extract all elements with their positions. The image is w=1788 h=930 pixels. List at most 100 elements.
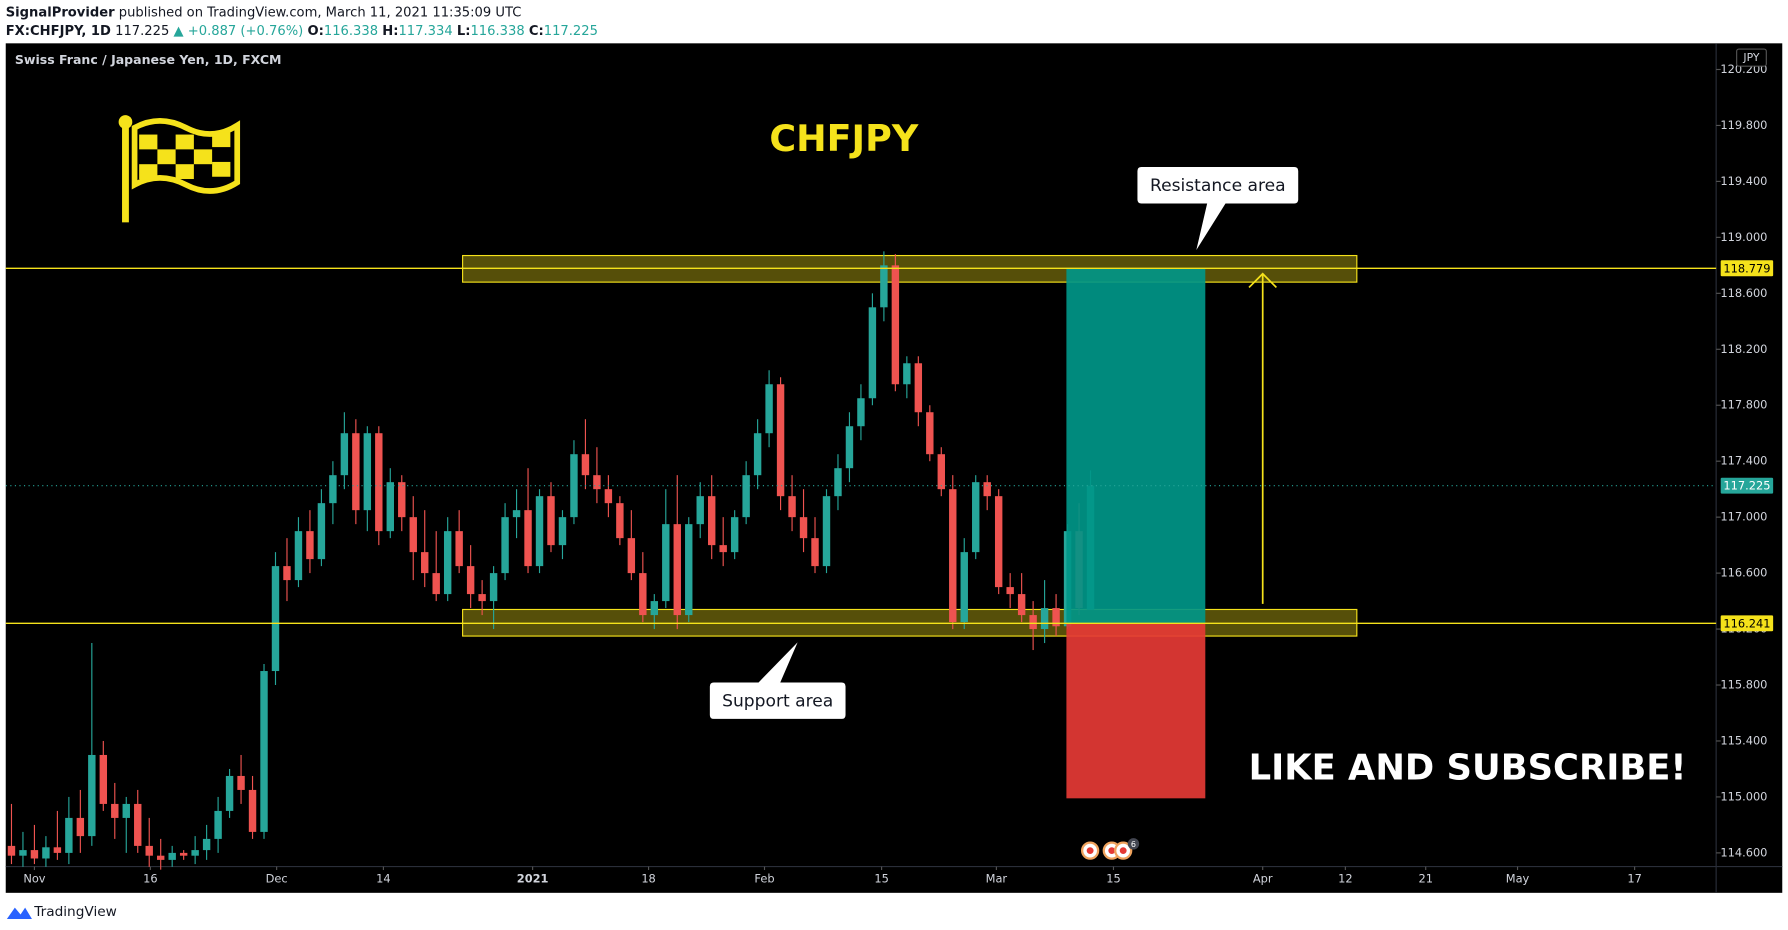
published: published on TradingView.com, March 11, … — [119, 5, 522, 20]
x-tick-label: 15 — [1106, 872, 1121, 886]
candle-body — [168, 852, 176, 860]
candle-body — [317, 503, 326, 560]
candle-body — [455, 531, 463, 567]
candle-body — [248, 789, 257, 832]
l-label: L: — [457, 23, 471, 38]
candle-body — [329, 475, 337, 504]
footer-text: TradingView — [33, 904, 117, 920]
candle-body — [696, 496, 704, 525]
y-tick-label: 117.800 — [1720, 398, 1767, 412]
candle-body — [776, 384, 785, 497]
y-tick-label: 115.000 — [1720, 789, 1767, 803]
c: 117.225 — [544, 23, 598, 38]
support-label: Support area — [722, 691, 833, 711]
candle-body — [443, 531, 452, 595]
candle-body — [421, 552, 429, 574]
y-tick-label: 114.600 — [1720, 845, 1767, 859]
candle-body — [1040, 608, 1049, 630]
candle-body — [386, 482, 394, 532]
candle-body — [237, 775, 245, 790]
candle-body — [535, 496, 544, 567]
flag-icon — [118, 115, 241, 223]
candle-body — [604, 489, 613, 504]
candle-body — [547, 496, 555, 546]
x-tick-label: Dec — [266, 872, 288, 886]
candle-body — [134, 803, 142, 846]
y-tick-label: 118.200 — [1720, 342, 1767, 356]
candle-body — [30, 850, 39, 859]
candle-body — [673, 524, 681, 616]
candle-body — [65, 817, 73, 853]
candle-body — [983, 482, 991, 497]
x-tick-label: 16 — [143, 872, 158, 886]
o: 116.338 — [324, 23, 378, 38]
x-tick-label: 17 — [1627, 872, 1642, 886]
chart-subtitle: Swiss Franc / Japanese Yen, 1D, FXCM — [15, 52, 282, 67]
candle-body — [260, 671, 268, 832]
last-price-label: 117.225 — [1723, 479, 1770, 493]
candle-body — [857, 398, 865, 427]
candle-body — [719, 545, 727, 553]
candle-body — [799, 517, 808, 539]
resistance-callout: Resistance area — [1136, 165, 1300, 254]
candle-body — [340, 433, 349, 476]
candle-body — [432, 573, 440, 595]
candle-body — [214, 810, 222, 839]
candle-body — [271, 566, 280, 672]
candle-body — [903, 363, 911, 385]
header-line-1: SignalProvider published on TradingView.… — [6, 5, 522, 20]
header-line-2: FX:CHFJPY, 1D 117.225 ▲ +0.887 (+0.76%) … — [6, 23, 598, 38]
candle-body — [156, 855, 165, 860]
candle-body — [834, 468, 842, 497]
candle-body — [524, 510, 532, 567]
candle-body — [352, 433, 360, 511]
c-label: C: — [529, 23, 544, 38]
candle-body — [501, 517, 509, 574]
candle-body — [99, 754, 108, 804]
resistance-label: Resistance area — [1150, 176, 1286, 196]
y-tick-label: 118.600 — [1720, 286, 1767, 300]
change: ▲ +0.887 (+0.76%) — [174, 23, 304, 38]
candle-body — [1052, 608, 1060, 627]
support-price-label: 116.241 — [1723, 616, 1770, 630]
currency: JPY — [1742, 51, 1759, 64]
event-icons[interactable]: 6 — [1081, 838, 1140, 860]
candle-body — [650, 601, 659, 616]
candle-body — [375, 433, 383, 532]
currency-box — [1736, 48, 1767, 67]
x-tick-label: 12 — [1338, 872, 1353, 886]
candle-body — [1017, 594, 1026, 616]
x-tick-label: Apr — [1253, 872, 1273, 886]
candle-body — [409, 517, 417, 553]
candle-body — [558, 517, 567, 546]
candle-body — [811, 538, 819, 567]
x-tick-label: 14 — [376, 872, 390, 886]
x-tick-label: Mar — [986, 872, 1008, 886]
candle-body — [191, 850, 199, 856]
candle-body — [512, 510, 521, 518]
candle-body — [949, 489, 957, 623]
y-tick-label: 115.800 — [1720, 678, 1767, 692]
x-tick-label: Feb — [754, 872, 774, 886]
candle-body — [111, 803, 119, 818]
profit-zone — [1066, 268, 1206, 624]
plot: 114.600115.000115.400115.800116.200116.6… — [5, 62, 1774, 886]
cta-text: LIKE AND SUBSCRIBE! — [1249, 748, 1687, 789]
candle-body — [937, 454, 945, 490]
chart-title: CHFJPY — [769, 117, 918, 160]
candle-body — [88, 754, 96, 837]
y-tick-label: 119.000 — [1720, 230, 1767, 244]
candle-body — [19, 850, 27, 856]
candle-body — [363, 433, 372, 511]
candle-body — [627, 538, 636, 574]
candle-body — [7, 845, 16, 856]
candle-body — [398, 482, 406, 518]
candle-body — [868, 307, 877, 399]
x-tick-label: Nov — [23, 872, 45, 886]
candle-body — [306, 531, 314, 560]
candle-body — [1029, 615, 1037, 630]
x-tick-label: 2021 — [517, 872, 549, 886]
candle-body — [42, 847, 50, 859]
candle-body — [753, 433, 762, 476]
candle-body — [845, 426, 854, 469]
